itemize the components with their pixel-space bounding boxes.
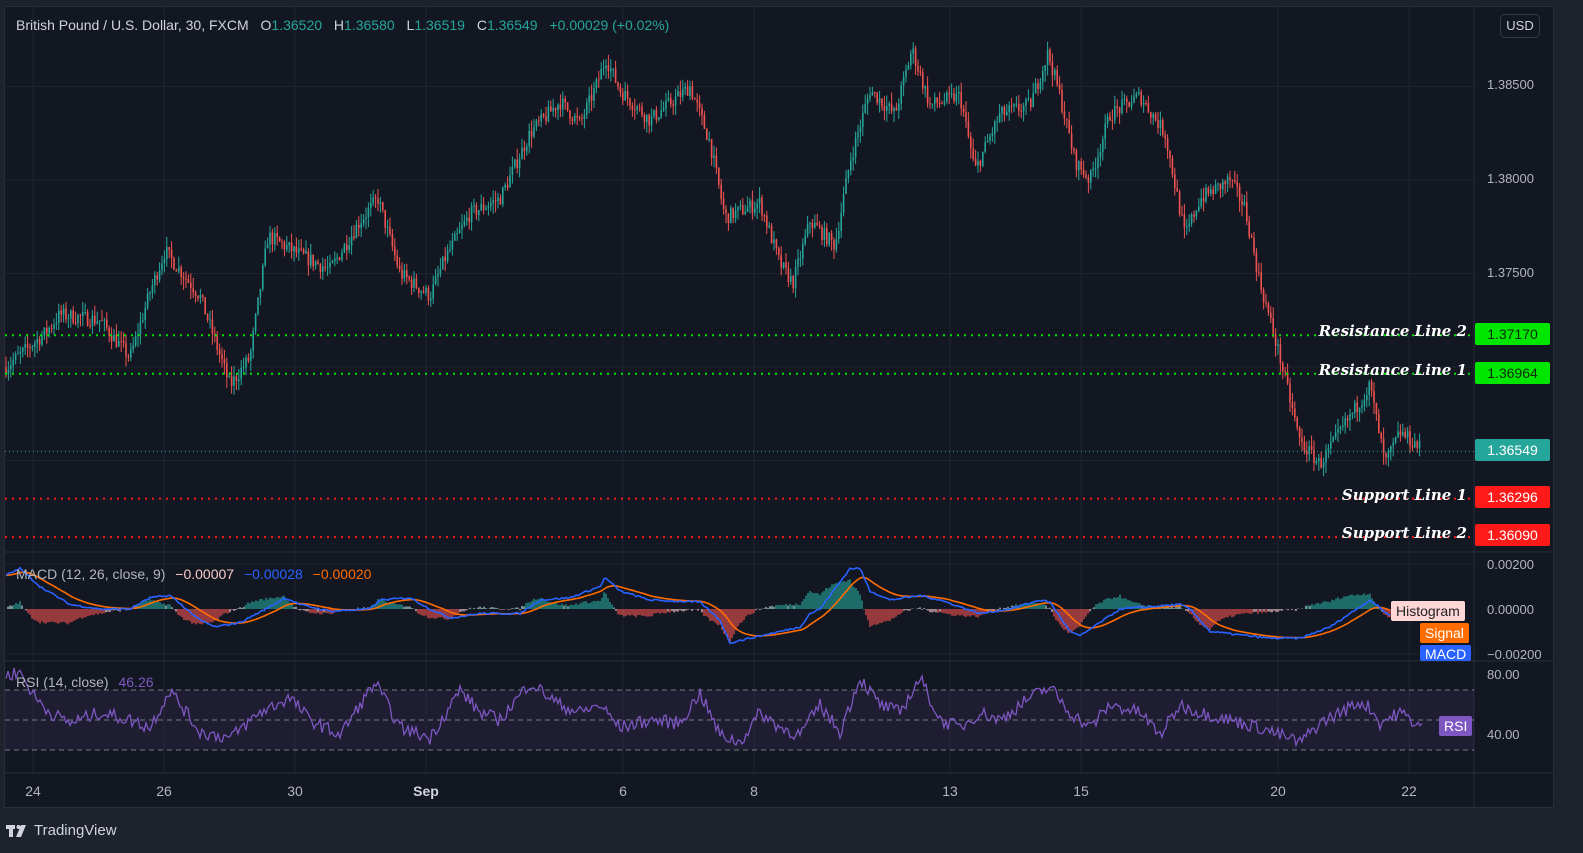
low-value: 1.36519	[414, 17, 465, 33]
time-axis-label: 6	[619, 783, 627, 799]
rsi-legend: RSI (14, close) 46.26	[16, 674, 154, 690]
time-axis-label: 30	[287, 783, 303, 799]
time-axis-label: 15	[1073, 783, 1089, 799]
histogram-tag: Histogram	[1391, 601, 1465, 621]
macd-title: MACD (12, 26, close, 9)	[16, 566, 166, 582]
time-axis-label: 26	[156, 783, 172, 799]
macd-signal-value: −0.00020	[312, 566, 372, 582]
price-axis-label: 1.38000	[1487, 171, 1534, 186]
rsi-axis-label: 40.00	[1487, 727, 1520, 742]
symbol-title: British Pound / U.S. Dollar, 30, FXCM	[16, 17, 249, 33]
support-line-1-price-tag: 1.36296	[1475, 486, 1550, 508]
macd-line-value: −0.00028	[243, 566, 303, 582]
rsi-title: RSI (14, close)	[16, 674, 109, 690]
support-line-1-label[interactable]: Support Line 1	[1341, 486, 1467, 504]
signal-tag: Signal	[1420, 623, 1469, 643]
time-axis-label: 22	[1401, 783, 1417, 799]
change-value: +0.00029 (+0.02%)	[549, 17, 670, 33]
rsi-tag: RSI	[1439, 716, 1473, 736]
support-line-2-price-tag: 1.36090	[1475, 524, 1550, 546]
time-axis-label: 13	[942, 783, 958, 799]
resistance-line-2-price-tag: 1.37170	[1475, 323, 1550, 345]
current-price-tag: 1.36549	[1475, 439, 1550, 461]
resistance-line-1-price-tag: 1.36964	[1475, 362, 1550, 384]
macd-axis-label: 0.00200	[1487, 557, 1534, 572]
branding-text: TradingView	[34, 822, 117, 839]
macd-axis-label: 0.00000	[1487, 602, 1534, 617]
symbol-legend: British Pound / U.S. Dollar, 30, FXCM O1…	[16, 17, 670, 33]
macd-histogram-value: −0.00007	[175, 566, 235, 582]
time-axis-label: 20	[1270, 783, 1286, 799]
rsi-axis-label: 80.00	[1487, 667, 1520, 682]
price-axis-label: 1.38500	[1487, 77, 1534, 92]
high-value: 1.36580	[344, 17, 395, 33]
macd-axis-label: −0.00200	[1487, 647, 1542, 662]
tradingview-branding[interactable]: TradingView	[6, 822, 117, 839]
close-value: 1.36549	[486, 17, 538, 33]
tradingview-logo-icon	[6, 824, 26, 837]
support-line-2-label[interactable]: Support Line 2	[1341, 524, 1467, 542]
price-axis-label: 1.37500	[1487, 265, 1534, 280]
open-value: 1.36520	[271, 17, 323, 33]
resistance-line-2-label[interactable]: Resistance Line 2	[1318, 322, 1467, 340]
currency-button[interactable]: USD	[1500, 14, 1540, 38]
time-axis-label: 8	[750, 783, 758, 799]
resistance-line-1-label[interactable]: Resistance Line 1	[1318, 361, 1467, 379]
chart-frame	[4, 6, 1554, 808]
macd-legend: MACD (12, 26, close, 9) −0.00007 −0.0002…	[16, 566, 371, 582]
macd-tag: MACD	[1420, 645, 1472, 661]
time-axis-label: 24	[25, 783, 41, 799]
rsi-value: 46.26	[118, 674, 154, 690]
time-axis-label: Sep	[413, 783, 439, 799]
